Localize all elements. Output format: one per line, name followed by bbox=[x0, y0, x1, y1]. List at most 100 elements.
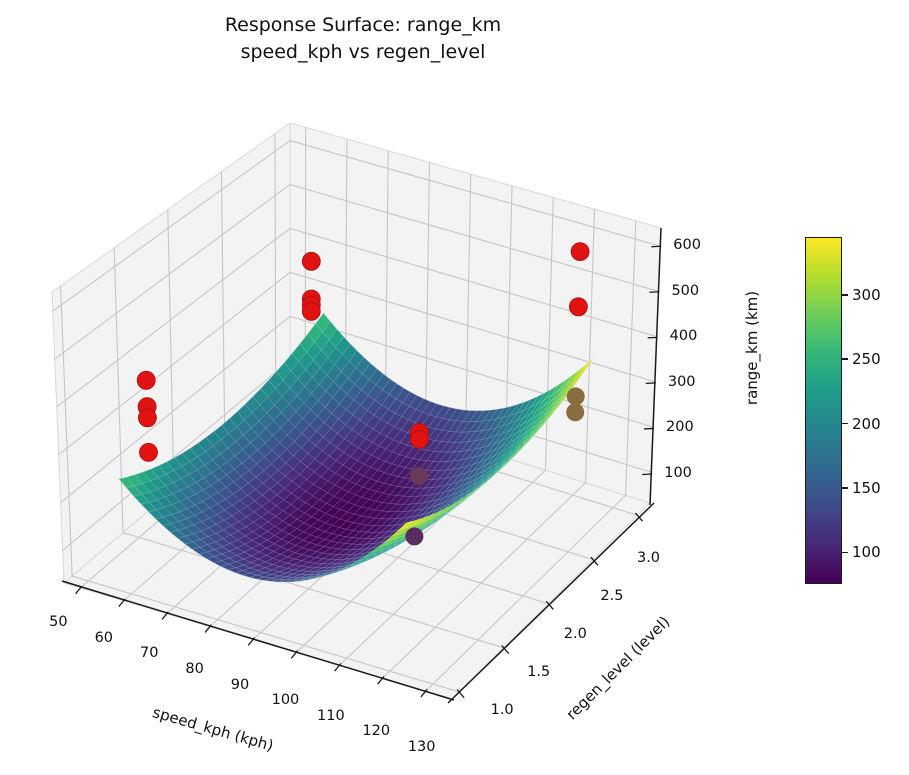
z-axis-label: range_km (km) bbox=[743, 290, 761, 406]
colorbar-tick-mark bbox=[841, 422, 848, 425]
grid-line bbox=[220, 171, 226, 446]
scatter-points bbox=[136, 242, 590, 546]
x-tick-label: 70 bbox=[139, 645, 159, 662]
grid-line bbox=[62, 359, 291, 551]
y-tick-label: 2.0 bbox=[563, 626, 587, 643]
tick-mark bbox=[651, 245, 662, 248]
y-tick-label: 2.5 bbox=[600, 588, 624, 605]
grid-line bbox=[60, 285, 73, 577]
response-surface bbox=[118, 312, 594, 583]
data-point bbox=[301, 301, 321, 321]
grid-line bbox=[52, 140, 291, 312]
grid-line bbox=[54, 184, 291, 360]
grid-line bbox=[58, 271, 291, 456]
grid-line bbox=[274, 133, 277, 403]
grid-line bbox=[289, 183, 659, 292]
axis-spine bbox=[447, 502, 655, 704]
data-point bbox=[136, 370, 156, 390]
tick-mark bbox=[635, 512, 644, 522]
x-tick-label: 80 bbox=[185, 660, 204, 677]
data-point bbox=[301, 251, 321, 271]
surface-patch bbox=[398, 520, 415, 530]
tick-mark bbox=[456, 689, 465, 699]
tick-mark bbox=[590, 556, 599, 566]
tick-mark bbox=[545, 600, 554, 610]
grid-line bbox=[167, 209, 175, 490]
x-tick-label: 120 bbox=[362, 723, 391, 740]
colorbar-tick-mark bbox=[841, 358, 848, 361]
grid-line bbox=[60, 315, 291, 504]
y-tick-label: 1.5 bbox=[527, 664, 551, 681]
grid-line bbox=[289, 271, 656, 383]
colorbar-tick-mark bbox=[841, 294, 848, 296]
chart-title-line2: speed_kph vs regen_level bbox=[240, 41, 486, 63]
grid-line bbox=[338, 469, 546, 666]
axis-spine bbox=[649, 227, 662, 506]
colorbar-tick-label: 300 bbox=[852, 285, 881, 304]
z-tick-label: 300 bbox=[667, 373, 696, 390]
grid-line bbox=[289, 227, 657, 338]
z-tick-label: 600 bbox=[673, 237, 701, 254]
colorbar-tick-label: 150 bbox=[852, 479, 881, 498]
tick-mark bbox=[161, 611, 169, 620]
chart-title: Response Surface: range_km speed_kph vs … bbox=[225, 12, 501, 66]
tick-mark bbox=[644, 427, 655, 430]
z-tick-label: 400 bbox=[669, 328, 698, 345]
grid-line bbox=[584, 209, 596, 483]
grid-line bbox=[625, 220, 637, 496]
tick-mark bbox=[647, 336, 658, 339]
tick-mark bbox=[75, 585, 83, 595]
axis-spine bbox=[61, 580, 455, 701]
data-point bbox=[139, 442, 158, 462]
grid-line bbox=[122, 532, 504, 649]
y-tick-label: 1.0 bbox=[490, 701, 514, 718]
x-tick-label: 130 bbox=[407, 739, 436, 756]
data-point bbox=[570, 242, 590, 262]
tick-mark bbox=[420, 688, 428, 698]
grid-line bbox=[56, 227, 291, 408]
x-tick-label: 90 bbox=[230, 676, 250, 693]
grid-line bbox=[113, 247, 124, 533]
tick-mark bbox=[377, 676, 385, 685]
grid-line bbox=[382, 482, 586, 679]
data-point bbox=[569, 297, 588, 317]
tick-mark bbox=[642, 473, 653, 476]
grid-line bbox=[289, 140, 661, 247]
z-tick-label: 100 bbox=[664, 465, 692, 482]
colorbar-tick-label: 250 bbox=[852, 350, 881, 369]
grid-line bbox=[544, 197, 554, 471]
tick-mark bbox=[501, 645, 510, 655]
colorbar-tick-mark bbox=[841, 487, 848, 489]
grid-line bbox=[384, 150, 389, 420]
grid-line bbox=[464, 174, 472, 446]
z-tick-label: 500 bbox=[671, 282, 700, 299]
colorbar-tick-label: 100 bbox=[852, 543, 881, 562]
tick-mark bbox=[247, 637, 256, 646]
grid-line bbox=[425, 494, 626, 692]
data-point bbox=[409, 429, 429, 449]
x-tick-label: 100 bbox=[271, 692, 300, 709]
x-tick-label: 60 bbox=[94, 629, 114, 646]
colorbar-tick-label: 200 bbox=[852, 414, 881, 433]
axis-spines bbox=[61, 227, 662, 704]
data-point bbox=[566, 387, 585, 406]
tick-mark bbox=[649, 291, 660, 293]
x-tick-label: 110 bbox=[317, 707, 345, 724]
data-point bbox=[405, 527, 424, 546]
tick-mark bbox=[118, 598, 126, 608]
y-tick-label: 3.0 bbox=[636, 550, 661, 567]
tick-mark bbox=[645, 382, 656, 385]
colorbar bbox=[805, 237, 842, 584]
grid-line bbox=[289, 315, 654, 428]
grid-line bbox=[424, 162, 431, 433]
z-tick-label: 200 bbox=[666, 419, 694, 436]
tick-mark bbox=[334, 663, 342, 672]
x-tick-label: 50 bbox=[49, 613, 68, 630]
chart-title-line1: Response Surface: range_km bbox=[224, 14, 502, 36]
grid-line bbox=[71, 575, 460, 693]
tick-mark bbox=[204, 624, 212, 633]
data-point bbox=[410, 466, 429, 485]
tick-mark bbox=[290, 650, 299, 659]
